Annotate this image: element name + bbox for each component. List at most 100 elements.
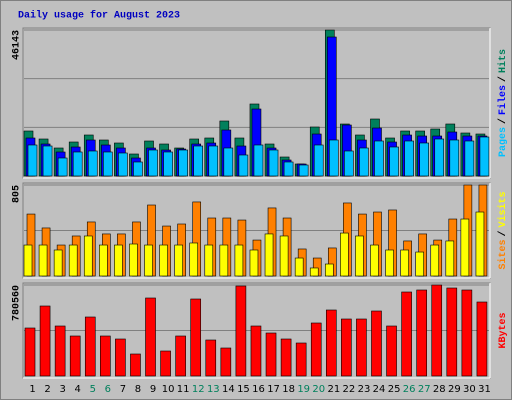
bar bbox=[400, 249, 409, 277]
bar bbox=[190, 298, 202, 377]
bar bbox=[83, 235, 93, 277]
bar bbox=[461, 289, 473, 377]
bar bbox=[385, 249, 394, 277]
bar bbox=[309, 267, 319, 277]
bar bbox=[54, 325, 66, 377]
bar bbox=[460, 218, 470, 277]
bar bbox=[193, 145, 204, 177]
bar bbox=[69, 335, 81, 377]
y-tick-label: 805 bbox=[12, 185, 23, 203]
x-tick-label: 28 bbox=[433, 384, 446, 395]
x-tick-label: 7 bbox=[120, 384, 126, 395]
bar bbox=[133, 161, 143, 177]
bar bbox=[449, 139, 460, 177]
bar bbox=[313, 144, 324, 177]
x-tick-label: 15 bbox=[237, 384, 250, 395]
x-tick-label: 5 bbox=[90, 384, 96, 395]
x-tick-label: 24 bbox=[373, 384, 386, 395]
bar bbox=[220, 347, 232, 377]
legend-entry: Files bbox=[497, 85, 509, 115]
bar bbox=[189, 242, 199, 277]
bar bbox=[355, 235, 364, 277]
x-tick-label: 30 bbox=[463, 384, 476, 395]
bar bbox=[249, 249, 259, 277]
bar bbox=[219, 244, 229, 277]
bar bbox=[279, 235, 289, 277]
bar bbox=[416, 289, 427, 377]
bar bbox=[386, 325, 397, 377]
bar bbox=[280, 338, 292, 377]
bar bbox=[175, 335, 186, 377]
bar bbox=[370, 244, 379, 277]
bar bbox=[404, 140, 414, 177]
legend-entry: KBytes bbox=[498, 312, 509, 348]
x-tick-label: 13 bbox=[207, 384, 220, 395]
bar bbox=[114, 244, 123, 277]
bar bbox=[159, 244, 168, 277]
chart-title: Daily usage for August 2023 bbox=[18, 10, 180, 22]
bar bbox=[389, 146, 399, 177]
bar bbox=[324, 263, 334, 277]
bar bbox=[235, 285, 247, 377]
x-tick-label: 19 bbox=[297, 384, 310, 395]
bar bbox=[356, 318, 367, 377]
legend: Pages / Files / Hits bbox=[497, 49, 509, 157]
legend-separator: / bbox=[497, 76, 509, 82]
bar bbox=[130, 353, 141, 377]
bar bbox=[359, 147, 369, 177]
bar bbox=[265, 332, 277, 377]
legend-separator: / bbox=[497, 230, 509, 236]
legend: Sites / Visits bbox=[497, 191, 509, 269]
bar bbox=[115, 338, 126, 377]
bar bbox=[99, 244, 108, 277]
legend-entry: Visits bbox=[497, 191, 509, 227]
bar bbox=[118, 152, 128, 177]
x-tick-label: 9 bbox=[150, 384, 156, 395]
bar bbox=[430, 244, 440, 277]
bar bbox=[250, 325, 262, 377]
bar bbox=[464, 140, 475, 177]
bar bbox=[374, 140, 384, 177]
x-tick-label: 2 bbox=[44, 384, 50, 395]
bar bbox=[145, 297, 156, 377]
x-tick-label: 18 bbox=[282, 384, 295, 395]
bar bbox=[129, 243, 138, 277]
bar bbox=[371, 310, 382, 377]
bar bbox=[298, 164, 309, 177]
bar bbox=[238, 154, 249, 177]
bar bbox=[475, 211, 485, 277]
x-tick-label: 20 bbox=[312, 384, 325, 395]
legend-entry: Pages bbox=[498, 127, 509, 157]
x-tick-label: 11 bbox=[177, 384, 190, 395]
x-tick-label: 22 bbox=[343, 384, 356, 395]
bar bbox=[446, 287, 458, 377]
bar bbox=[24, 327, 36, 377]
bar bbox=[283, 161, 294, 177]
bar bbox=[344, 150, 354, 177]
bar bbox=[148, 149, 158, 177]
bar bbox=[341, 318, 352, 377]
y-tick-label: 780560 bbox=[12, 285, 23, 321]
bar bbox=[42, 145, 53, 177]
x-tick-label: 31 bbox=[478, 384, 491, 395]
bar bbox=[340, 232, 349, 277]
bar bbox=[264, 233, 274, 277]
bar bbox=[23, 244, 33, 277]
bar bbox=[253, 144, 264, 177]
bar bbox=[72, 151, 83, 177]
bar bbox=[87, 150, 98, 177]
legend-entry: Hits bbox=[497, 49, 509, 73]
x-tick-label: 12 bbox=[192, 384, 205, 395]
x-tick-label: 25 bbox=[388, 384, 401, 395]
bar bbox=[415, 251, 424, 277]
bar bbox=[174, 244, 183, 277]
x-tick-label: 4 bbox=[75, 384, 81, 395]
bar bbox=[160, 350, 171, 377]
x-tick-label: 16 bbox=[252, 384, 265, 395]
bar bbox=[205, 339, 217, 377]
legend: KBytes bbox=[498, 312, 509, 348]
bar bbox=[53, 249, 63, 277]
bar bbox=[234, 244, 244, 277]
